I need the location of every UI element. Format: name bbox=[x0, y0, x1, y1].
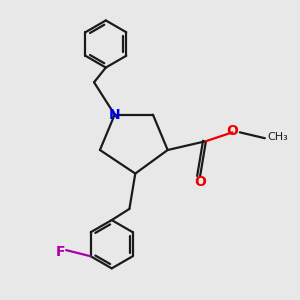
Text: N: N bbox=[109, 108, 121, 122]
Text: O: O bbox=[226, 124, 238, 138]
Text: F: F bbox=[56, 244, 65, 259]
Text: CH₃: CH₃ bbox=[268, 132, 289, 142]
Text: O: O bbox=[194, 175, 206, 189]
